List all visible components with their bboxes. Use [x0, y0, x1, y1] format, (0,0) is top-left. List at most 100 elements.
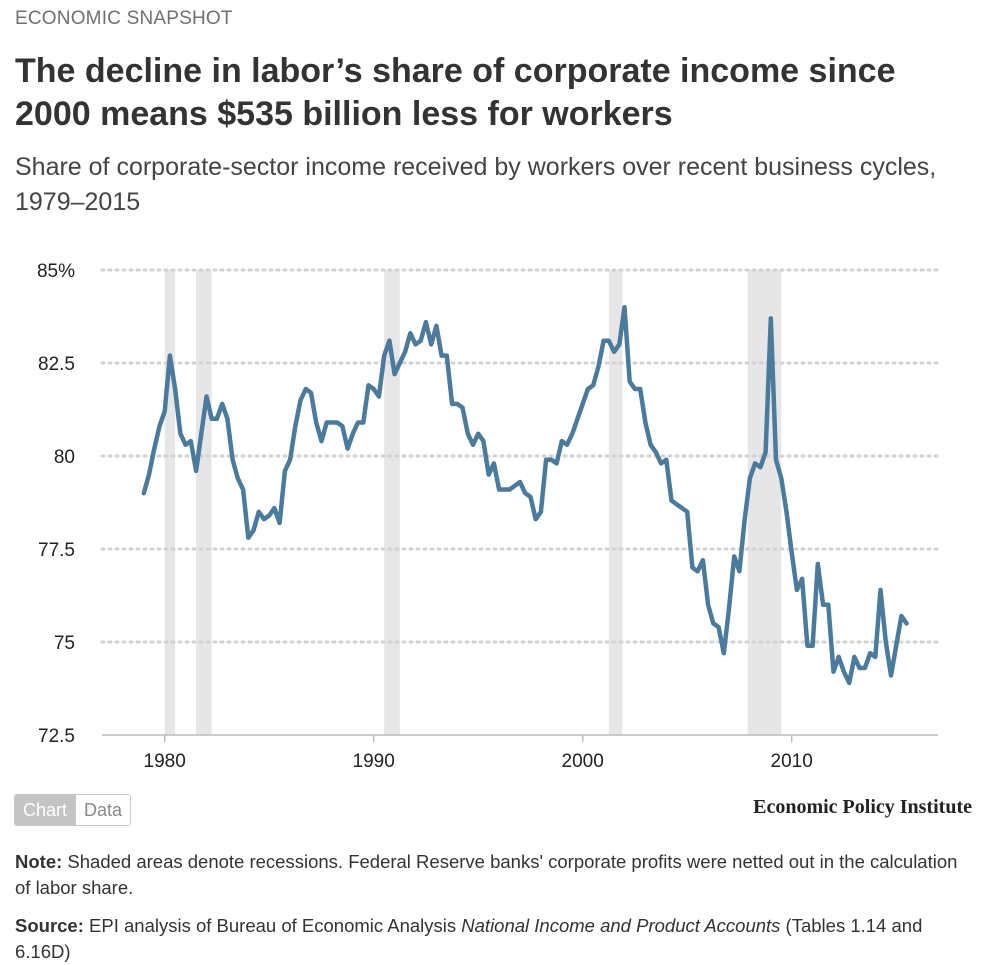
- data-point: [591, 383, 595, 387]
- source-text-2: (Tables 1.14 and 6.16D): [15, 915, 923, 962]
- data-point: [581, 402, 585, 406]
- data-point: [215, 417, 219, 421]
- data-point: [800, 577, 804, 581]
- data-point: [377, 395, 381, 399]
- data-point: [659, 461, 663, 465]
- data-point: [272, 506, 276, 510]
- recession-band: [608, 270, 623, 735]
- data-point: [481, 439, 485, 443]
- source-label: Source:: [15, 915, 84, 936]
- recession-band: [196, 270, 212, 735]
- recession-band: [164, 270, 176, 735]
- data-point: [643, 421, 647, 425]
- data-point: [852, 655, 856, 659]
- data-point: [518, 480, 522, 484]
- series-group: [141, 304, 909, 686]
- data-point: [408, 331, 412, 335]
- data-point: [549, 458, 553, 462]
- data-point: [325, 421, 329, 425]
- data-point: [220, 402, 224, 406]
- data-point: [168, 354, 172, 358]
- data-point: [858, 666, 862, 670]
- chart-tab-button[interactable]: Chart: [15, 795, 76, 825]
- y-tick-label: 82.5: [38, 354, 75, 375]
- data-point: [816, 562, 820, 566]
- data-point: [487, 473, 491, 477]
- axes-group: [102, 734, 938, 742]
- data-point: [361, 421, 365, 425]
- data-point: [696, 569, 700, 573]
- data-point: [351, 432, 355, 436]
- data-point: [508, 488, 512, 492]
- data-point: [189, 439, 193, 443]
- data-point: [717, 625, 721, 629]
- data-point: [476, 432, 480, 436]
- data-point: [748, 476, 752, 480]
- data-point: [330, 421, 334, 425]
- data-point: [737, 569, 741, 573]
- chart-subtitle: Share of corporate-sector income receive…: [15, 153, 937, 216]
- data-point: [701, 558, 705, 562]
- data-point: [356, 421, 360, 425]
- data-point: [779, 476, 783, 480]
- data-point: [257, 510, 261, 514]
- data-point: [560, 439, 564, 443]
- data-point: [785, 510, 789, 514]
- data-point: [837, 655, 841, 659]
- data-point: [372, 387, 376, 391]
- data-point: [706, 603, 710, 607]
- data-point: [178, 432, 182, 436]
- data-point: [497, 488, 501, 492]
- data-point: [246, 536, 250, 540]
- recession-band: [384, 270, 400, 735]
- chart-title: The decline in labor’s share of corporat…: [15, 52, 896, 133]
- data-point: [471, 443, 475, 447]
- data-point: [466, 432, 470, 436]
- data-point: [455, 402, 459, 406]
- data-point: [293, 424, 297, 428]
- data-point: [194, 469, 198, 473]
- data-point: [225, 417, 229, 421]
- data-point: [184, 443, 188, 447]
- kicker-label: ECONOMIC SNAPSHOT: [15, 8, 233, 29]
- data-point: [340, 424, 344, 428]
- data-point: [414, 342, 418, 346]
- data-point: [398, 361, 402, 365]
- series-line: [141, 304, 909, 686]
- data-point: [283, 469, 287, 473]
- data-point: [774, 458, 778, 462]
- gridlines-group: [100, 268, 940, 644]
- data-point: [147, 473, 151, 477]
- data-point: [826, 603, 830, 607]
- data-tab-button[interactable]: Data: [75, 795, 131, 825]
- data-point: [633, 387, 637, 391]
- data-point: [758, 465, 762, 469]
- data-point: [832, 670, 836, 674]
- data-point: [142, 491, 146, 495]
- data-point: [278, 521, 282, 525]
- data-point: [502, 488, 506, 492]
- data-point: [367, 383, 371, 387]
- data-point: [628, 380, 632, 384]
- data-point: [821, 603, 825, 607]
- data-point: [664, 458, 668, 462]
- data-point: [722, 651, 726, 655]
- data-point: [231, 458, 235, 462]
- chart-source: Source: EPI analysis of Bureau of Econom…: [15, 913, 965, 965]
- data-point: [727, 607, 731, 611]
- data-point: [873, 655, 877, 659]
- data-point: [764, 450, 768, 454]
- source-text-1: EPI analysis of Bureau of Economic Analy…: [83, 915, 462, 936]
- data-point: [299, 398, 303, 402]
- x-tick-label: 2010: [771, 751, 813, 772]
- data-point: [320, 439, 324, 443]
- data-point: [899, 614, 903, 618]
- data-point: [152, 447, 156, 451]
- chart-note: Note: Shaded areas denote recessions. Fe…: [15, 849, 965, 901]
- data-point: [685, 510, 689, 514]
- data-point: [382, 354, 386, 358]
- y-tick-label: 75: [54, 633, 75, 654]
- data-point: [602, 339, 606, 343]
- data-point: [210, 417, 214, 421]
- data-point: [905, 621, 909, 625]
